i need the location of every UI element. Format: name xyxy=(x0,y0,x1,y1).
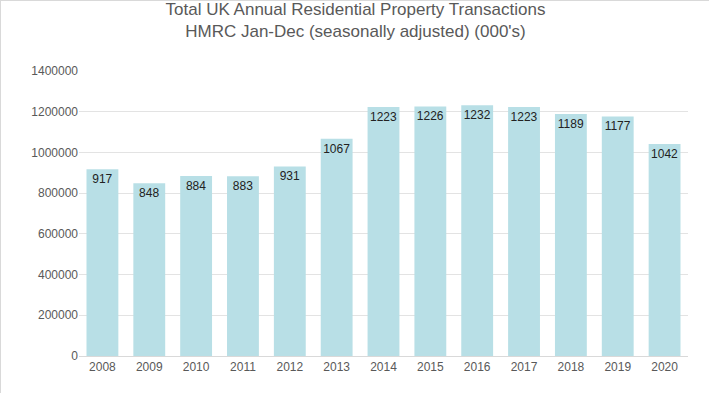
svg-text:1223: 1223 xyxy=(370,110,397,124)
svg-text:2010: 2010 xyxy=(183,360,210,374)
svg-text:2017: 2017 xyxy=(511,360,538,374)
svg-text:1200000: 1200000 xyxy=(31,105,78,119)
svg-text:2013: 2013 xyxy=(323,360,350,374)
svg-text:2019: 2019 xyxy=(604,360,631,374)
svg-text:1067: 1067 xyxy=(323,142,350,156)
svg-text:1232: 1232 xyxy=(464,108,491,122)
svg-text:884: 884 xyxy=(186,179,206,193)
svg-text:931: 931 xyxy=(280,169,300,183)
svg-text:2008: 2008 xyxy=(89,360,116,374)
svg-text:2012: 2012 xyxy=(276,360,303,374)
svg-text:1042: 1042 xyxy=(651,147,678,161)
svg-text:1400000: 1400000 xyxy=(31,64,78,78)
svg-text:2018: 2018 xyxy=(558,360,585,374)
svg-text:1223: 1223 xyxy=(511,110,538,124)
svg-text:1226: 1226 xyxy=(417,109,444,123)
svg-text:2009: 2009 xyxy=(136,360,163,374)
svg-text:400000: 400000 xyxy=(38,268,78,282)
svg-text:917: 917 xyxy=(92,172,112,186)
svg-text:2011: 2011 xyxy=(230,360,256,374)
svg-text:600000: 600000 xyxy=(38,227,78,241)
svg-text:1189: 1189 xyxy=(558,117,584,131)
svg-text:0: 0 xyxy=(71,349,78,363)
svg-text:2014: 2014 xyxy=(370,360,397,374)
svg-text:200000: 200000 xyxy=(38,308,78,322)
svg-text:1177: 1177 xyxy=(605,119,631,133)
svg-text:Total UK Annual Residential Pr: Total UK Annual Residential Property Tra… xyxy=(166,1,546,41)
svg-text:1000000: 1000000 xyxy=(31,146,78,160)
svg-text:883: 883 xyxy=(233,179,253,193)
svg-text:2016: 2016 xyxy=(464,360,491,374)
svg-text:800000: 800000 xyxy=(38,186,78,200)
svg-text:848: 848 xyxy=(139,186,159,200)
svg-text:2015: 2015 xyxy=(417,360,444,374)
svg-text:2020: 2020 xyxy=(651,360,678,374)
